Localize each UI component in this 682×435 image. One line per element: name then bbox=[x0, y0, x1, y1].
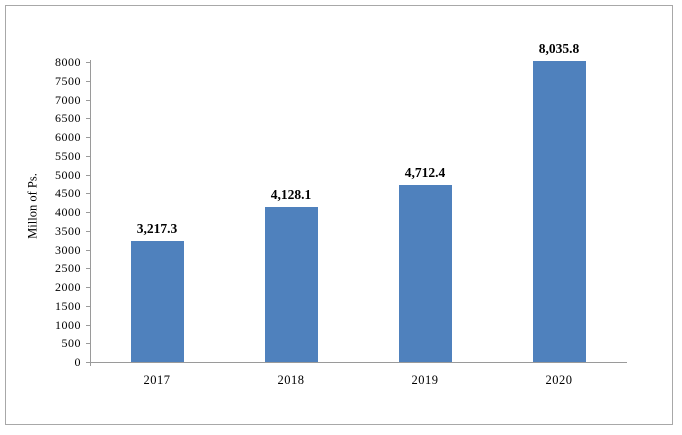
y-axis-tick-label: 1000 bbox=[55, 317, 81, 332]
y-axis-tick bbox=[86, 174, 90, 176]
bar-2018 bbox=[264, 207, 318, 362]
y-axis-tick-label: 3000 bbox=[55, 242, 81, 257]
y-axis-tick bbox=[86, 80, 90, 82]
bar-2019 bbox=[398, 185, 452, 362]
bar-value-label-2018: 4,128.1 bbox=[270, 187, 312, 203]
y-axis-tick-label: 6500 bbox=[55, 111, 81, 126]
y-axis-tick bbox=[86, 62, 90, 63]
y-axis-tick bbox=[86, 193, 90, 195]
y-axis-tick-label: 6000 bbox=[55, 130, 81, 144]
y-axis-tick-label: 7500 bbox=[55, 73, 81, 88]
x-axis-line bbox=[90, 362, 627, 363]
y-axis-tick bbox=[86, 362, 90, 363]
bar-2020 bbox=[532, 60, 586, 362]
bar-2017 bbox=[130, 241, 184, 362]
y-axis-tick-label: 5000 bbox=[55, 167, 81, 182]
y-axis-tick bbox=[86, 137, 90, 138]
y-axis-tick-label: 4500 bbox=[55, 186, 81, 201]
bar-value-label-2020: 8,035.8 bbox=[538, 40, 580, 56]
bar-value-label-2019: 4,712.4 bbox=[404, 165, 446, 181]
y-axis-tick-label: 0 bbox=[74, 355, 81, 369]
y-axis-tick-label: 2500 bbox=[55, 261, 81, 276]
x-axis-label-2018: 2018 bbox=[277, 373, 305, 387]
y-axis-tick-label: 5500 bbox=[55, 148, 81, 163]
bar-value-label-2017: 3,217.3 bbox=[136, 221, 178, 237]
y-axis-tick-label: 2000 bbox=[55, 280, 81, 294]
y-axis-tick bbox=[86, 118, 90, 120]
y-axis-tick-label: 4000 bbox=[55, 205, 81, 219]
y-axis-tick-label: 3500 bbox=[55, 223, 81, 238]
y-axis-tick bbox=[86, 305, 90, 307]
x-axis-label-2020: 2020 bbox=[545, 373, 573, 387]
y-axis-tick-label: 8000 bbox=[55, 55, 81, 69]
x-axis-label-2019: 2019 bbox=[411, 373, 439, 387]
y-axis-tick-label: 1500 bbox=[55, 298, 81, 313]
y-axis-line bbox=[90, 60, 91, 366]
y-axis-tick bbox=[86, 155, 90, 157]
y-axis-tick bbox=[86, 343, 90, 345]
y-axis-tick-label: 500 bbox=[61, 336, 81, 351]
y-axis-tick bbox=[86, 230, 90, 232]
x-axis-label-2017: 2017 bbox=[143, 373, 171, 387]
y-axis-tick bbox=[86, 324, 90, 326]
y-axis-tick-label: 7000 bbox=[55, 92, 81, 107]
y-axis-tick bbox=[86, 99, 90, 101]
y-axis-tick bbox=[86, 249, 90, 251]
y-axis-tick bbox=[86, 287, 90, 288]
y-axis-tick bbox=[86, 268, 90, 270]
y-axis-tick bbox=[86, 212, 90, 213]
